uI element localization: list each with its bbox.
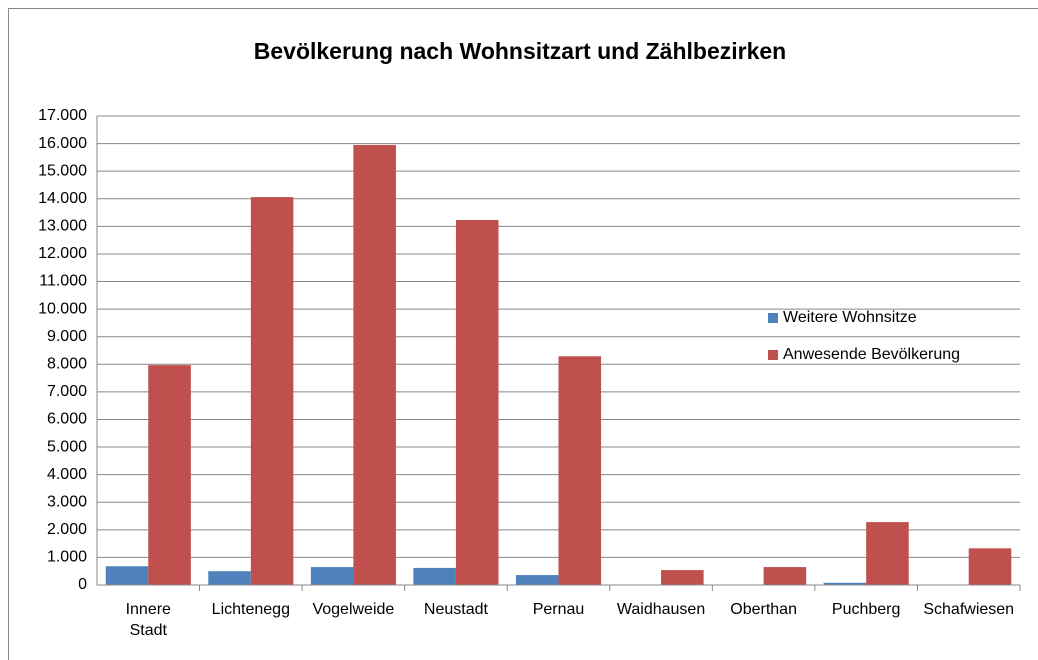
x-tick-label: Pernau — [532, 601, 585, 618]
x-tick-label: Lichtenegg — [211, 601, 290, 618]
x-tick-label: Schafwiesen — [923, 601, 1015, 618]
legend-swatch — [768, 313, 778, 323]
legend-label: Weitere Wohnsitze — [783, 309, 917, 326]
y-tick-label: 11.000 — [39, 273, 87, 290]
y-tick-label: 8.000 — [47, 356, 87, 373]
bar — [250, 197, 294, 585]
bar — [105, 566, 149, 585]
y-tick-label: 15.000 — [38, 162, 87, 179]
y-tick-label: 4.000 — [47, 466, 87, 483]
bar — [208, 571, 251, 585]
bar — [413, 567, 456, 585]
bar — [558, 356, 602, 585]
x-tick-label: Vogelweide — [312, 601, 395, 618]
bar — [866, 522, 909, 585]
bar — [148, 365, 191, 585]
y-tick-label: 14.000 — [38, 190, 87, 207]
y-tick-label: 17.000 — [38, 107, 87, 124]
y-tick-label: 3.000 — [47, 493, 87, 510]
y-tick-label: 16.000 — [38, 135, 87, 152]
y-tick-label: 6.000 — [47, 411, 87, 428]
y-tick-label: 12.000 — [38, 245, 87, 262]
y-tick-label: 7.000 — [47, 383, 87, 400]
bar — [515, 575, 559, 585]
y-tick-label: 5.000 — [47, 438, 87, 455]
y-tick-label: 1.000 — [47, 549, 87, 566]
x-tick-label: Innere Stadt — [125, 601, 171, 639]
x-tick-label: Neustadt — [423, 601, 488, 618]
x-tick-label: Puchberg — [831, 601, 901, 618]
bar — [661, 570, 704, 585]
chart-border — [8, 8, 1038, 660]
y-tick-label: 13.000 — [38, 218, 87, 235]
bar — [763, 567, 807, 585]
y-tick-label: 9.000 — [47, 328, 87, 345]
bar — [353, 144, 396, 585]
bar — [310, 567, 354, 585]
bar — [823, 582, 867, 585]
bar — [968, 548, 1012, 585]
bar — [455, 220, 499, 586]
y-tick-label: 2.000 — [47, 521, 87, 538]
x-tick-label: Oberthan — [730, 601, 797, 618]
y-tick-label: 10.000 — [38, 300, 87, 317]
chart-title: Bevölkerung nach Wohnsitzart und Zählbez… — [254, 38, 786, 64]
y-tick-label: 0 — [78, 576, 87, 593]
legend-label: Anwesende Bevölkerung — [783, 346, 960, 363]
x-tick-label: Waidhausen — [616, 601, 706, 618]
legend-swatch — [768, 350, 778, 360]
